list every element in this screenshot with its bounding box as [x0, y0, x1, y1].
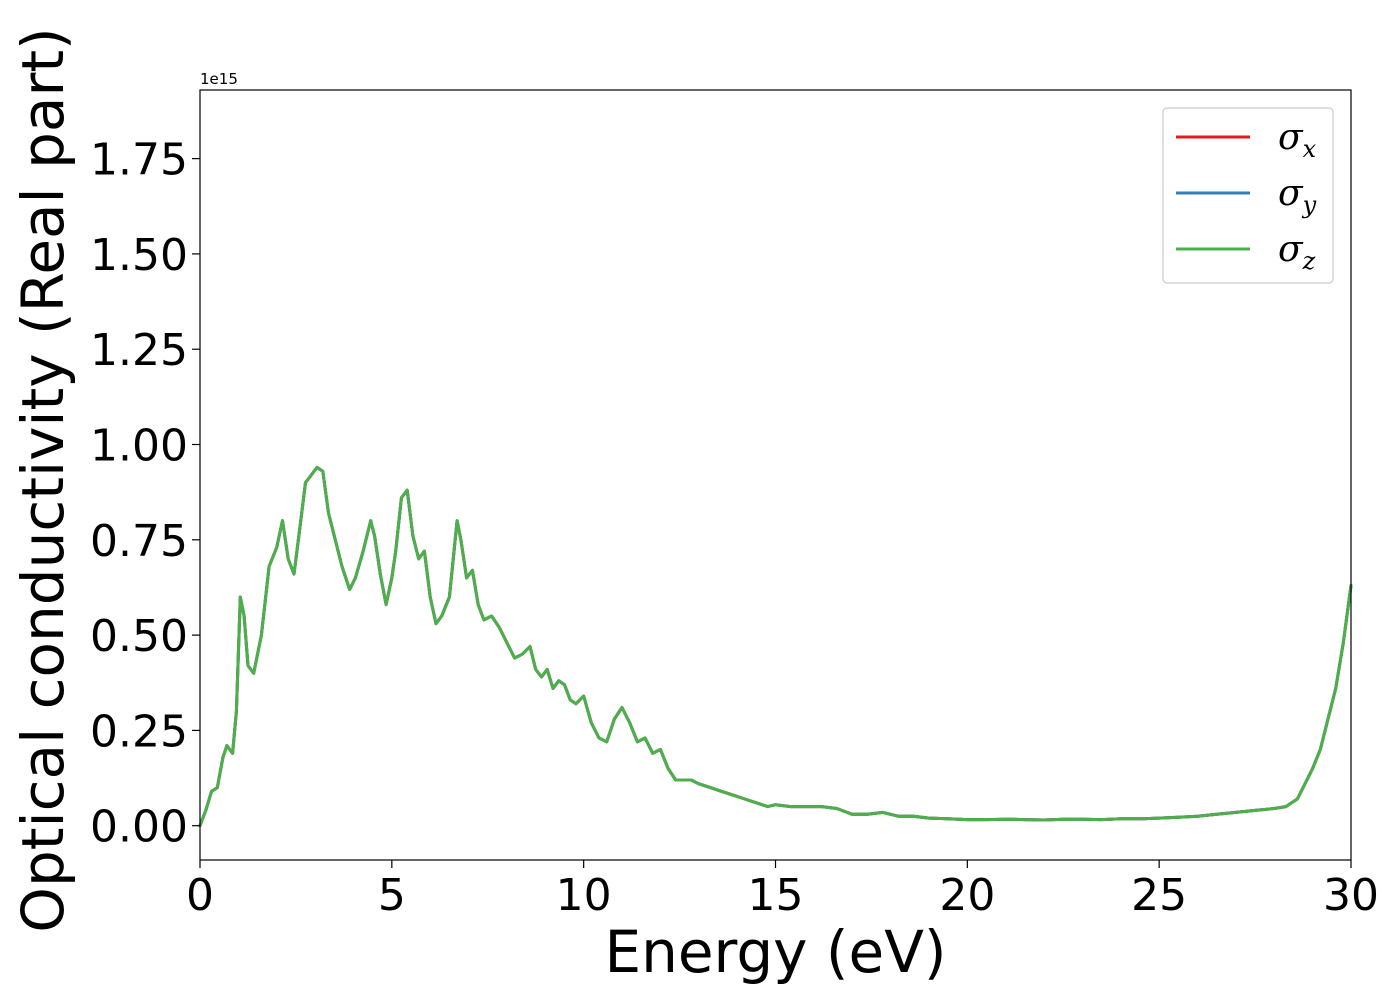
y-tick-label: 1.25	[90, 325, 188, 376]
legend-box	[1162, 107, 1334, 284]
legend-label: σz	[1278, 229, 1316, 275]
legend-symbol: σ	[1278, 229, 1304, 270]
legend-subscript: z	[1302, 247, 1316, 275]
y-tick-label: 1.75	[90, 135, 188, 186]
x-tick-label: 20	[939, 870, 995, 921]
y-axis: 0.00 0.25 0.50 0.75 1.00 1.25 1.50 1.75	[90, 135, 200, 853]
y-tick-label: 0.25	[90, 706, 188, 757]
legend-label: σx	[1278, 117, 1317, 163]
y-tick-label: 1.50	[90, 230, 188, 281]
x-tick-label: 5	[378, 870, 406, 921]
legend-subscript: y	[1302, 191, 1317, 219]
y-axis-label: Optical conductivity (Real part)	[9, 27, 77, 932]
series-layer	[198, 465, 1353, 828]
legend-subscript: x	[1303, 135, 1317, 163]
x-tick-label: 10	[556, 870, 612, 921]
y-tick-label: 1.00	[90, 421, 188, 472]
y-tick-label: 0.00	[90, 802, 188, 853]
x-tick-label: 15	[748, 870, 804, 921]
y-tick-label: 0.75	[90, 516, 188, 567]
x-axis: 0 5 10 15 20 25 30	[186, 860, 1379, 921]
x-tick-label: 25	[1131, 870, 1187, 921]
series-line-2	[198, 465, 1353, 828]
legend-symbol: σ	[1278, 173, 1304, 214]
legend-symbol: σ	[1278, 117, 1304, 158]
legend-label: σy	[1278, 173, 1317, 219]
y-tick-label: 0.50	[90, 611, 188, 662]
x-tick-label: 30	[1323, 870, 1379, 921]
x-tick-label: 0	[186, 870, 214, 921]
y-offset-text: 1e15	[200, 70, 238, 88]
x-axis-label: Energy (eV)	[604, 918, 946, 986]
